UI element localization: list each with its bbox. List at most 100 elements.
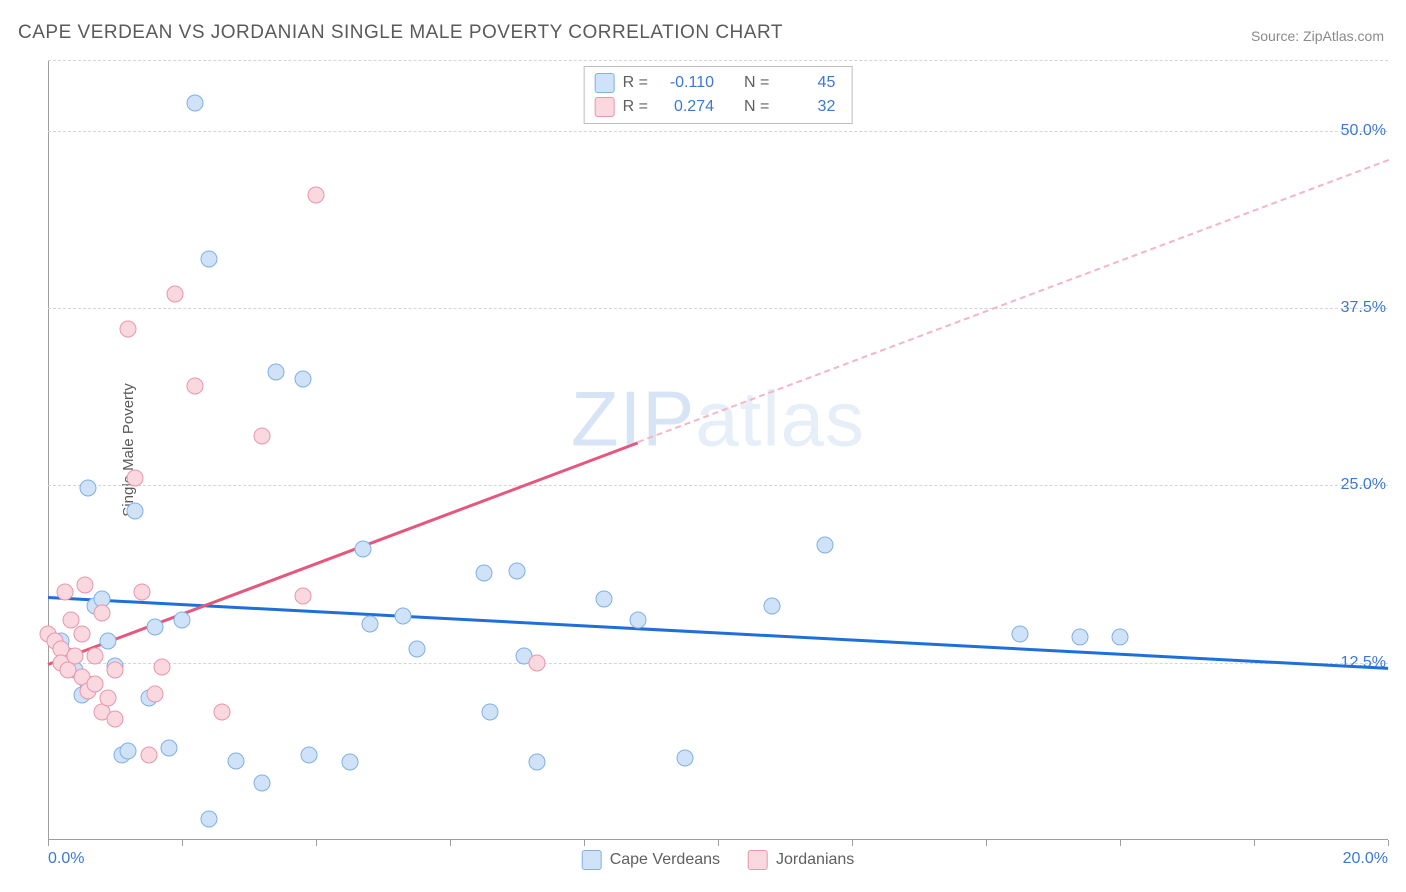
- legend-swatch: [595, 97, 615, 117]
- x-tick: [718, 840, 719, 846]
- scatter-point: [361, 616, 378, 633]
- scatter-point: [187, 378, 204, 395]
- x-tick: [450, 840, 451, 846]
- legend-swatch: [582, 850, 602, 870]
- grid-line: [48, 131, 1388, 132]
- scatter-point: [127, 502, 144, 519]
- scatter-point: [227, 752, 244, 769]
- scatter-point: [147, 685, 164, 702]
- scatter-point: [86, 647, 103, 664]
- scatter-point: [80, 480, 97, 497]
- trend-line: [48, 596, 1388, 670]
- grid-line: [48, 308, 1388, 309]
- scatter-point: [817, 537, 834, 554]
- scatter-point: [133, 583, 150, 600]
- scatter-point: [1112, 629, 1129, 646]
- scatter-point: [354, 541, 371, 558]
- scatter-point: [629, 612, 646, 629]
- legend-item: Cape Verdeans: [582, 850, 720, 870]
- bottom-legend: Cape Verdeans Jordanians: [582, 850, 855, 870]
- x-tick: [584, 840, 585, 846]
- y-tick-label: 25.0%: [1341, 476, 1386, 494]
- scatter-point: [100, 690, 117, 707]
- x-tick: [316, 840, 317, 846]
- stats-row: R = -0.110 N = 45: [595, 71, 836, 95]
- grid-line: [48, 663, 1388, 664]
- stat-n-value: 45: [777, 74, 835, 92]
- stats-legend: R = -0.110 N = 45 R = 0.274 N = 32: [584, 66, 853, 124]
- grid-line: [48, 485, 1388, 486]
- stat-r-label: R =: [623, 74, 648, 92]
- scatter-point: [509, 562, 526, 579]
- scatter-point: [294, 588, 311, 605]
- x-tick: [182, 840, 183, 846]
- scatter-point: [100, 633, 117, 650]
- scatter-point: [76, 576, 93, 593]
- x-tick: [852, 840, 853, 846]
- scatter-point: [174, 612, 191, 629]
- legend-swatch: [748, 850, 768, 870]
- scatter-point: [1071, 629, 1088, 646]
- chart-source: Source: ZipAtlas.com: [1251, 28, 1384, 44]
- stat-r-value: -0.110: [656, 74, 714, 92]
- scatter-point: [529, 654, 546, 671]
- scatter-point: [1011, 626, 1028, 643]
- scatter-point: [160, 739, 177, 756]
- legend-item: Jordanians: [748, 850, 854, 870]
- scatter-point: [267, 364, 284, 381]
- scatter-point: [200, 810, 217, 827]
- y-tick-label: 50.0%: [1341, 122, 1386, 140]
- y-tick-label: 37.5%: [1341, 299, 1386, 317]
- x-tick-label: 20.0%: [1343, 850, 1388, 868]
- scatter-point: [187, 94, 204, 111]
- scatter-point: [214, 704, 231, 721]
- scatter-point: [254, 775, 271, 792]
- scatter-point: [475, 565, 492, 582]
- scatter-point: [120, 742, 137, 759]
- scatter-point: [147, 619, 164, 636]
- scatter-point: [200, 250, 217, 267]
- scatter-point: [167, 286, 184, 303]
- scatter-point: [294, 371, 311, 388]
- scatter-point: [301, 746, 318, 763]
- scatter-point: [395, 607, 412, 624]
- x-tick: [48, 840, 49, 846]
- scatter-point: [107, 661, 124, 678]
- scatter-point: [341, 754, 358, 771]
- plot-area: Single Male Poverty ZIPatlas R =-0.110N …: [48, 60, 1388, 840]
- watermark-bold: ZIP: [571, 374, 695, 462]
- legend-label: Cape Verdeans: [610, 851, 720, 869]
- x-tick-label: 0.0%: [48, 850, 84, 868]
- scatter-point: [254, 427, 271, 444]
- stat-n-label: N =: [744, 74, 769, 92]
- scatter-point: [120, 321, 137, 338]
- legend-label: Jordanians: [776, 851, 854, 869]
- scatter-point: [127, 470, 144, 487]
- scatter-point: [56, 583, 73, 600]
- scatter-point: [308, 186, 325, 203]
- legend-swatch: [595, 73, 615, 93]
- y-axis: [48, 60, 49, 840]
- x-tick: [986, 840, 987, 846]
- scatter-point: [763, 598, 780, 615]
- x-tick: [1120, 840, 1121, 846]
- y-axis-label: Single Male Poverty: [120, 383, 137, 516]
- trend-line: [637, 159, 1388, 443]
- scatter-point: [93, 605, 110, 622]
- scatter-point: [596, 590, 613, 607]
- scatter-point: [86, 676, 103, 693]
- x-tick: [1254, 840, 1255, 846]
- stat-r-value: 0.274: [656, 98, 714, 116]
- stats-row: R = 0.274 N = 32: [595, 95, 836, 119]
- scatter-point: [140, 746, 157, 763]
- scatter-point: [676, 749, 693, 766]
- stat-r-label: R =: [623, 98, 648, 116]
- grid-line: [48, 60, 1388, 61]
- stat-n-label: N =: [744, 98, 769, 116]
- stat-n-value: 32: [777, 98, 835, 116]
- chart-title: CAPE VERDEAN VS JORDANIAN SINGLE MALE PO…: [18, 22, 783, 44]
- scatter-point: [66, 647, 83, 664]
- scatter-point: [107, 711, 124, 728]
- x-tick: [1388, 840, 1389, 846]
- scatter-point: [482, 704, 499, 721]
